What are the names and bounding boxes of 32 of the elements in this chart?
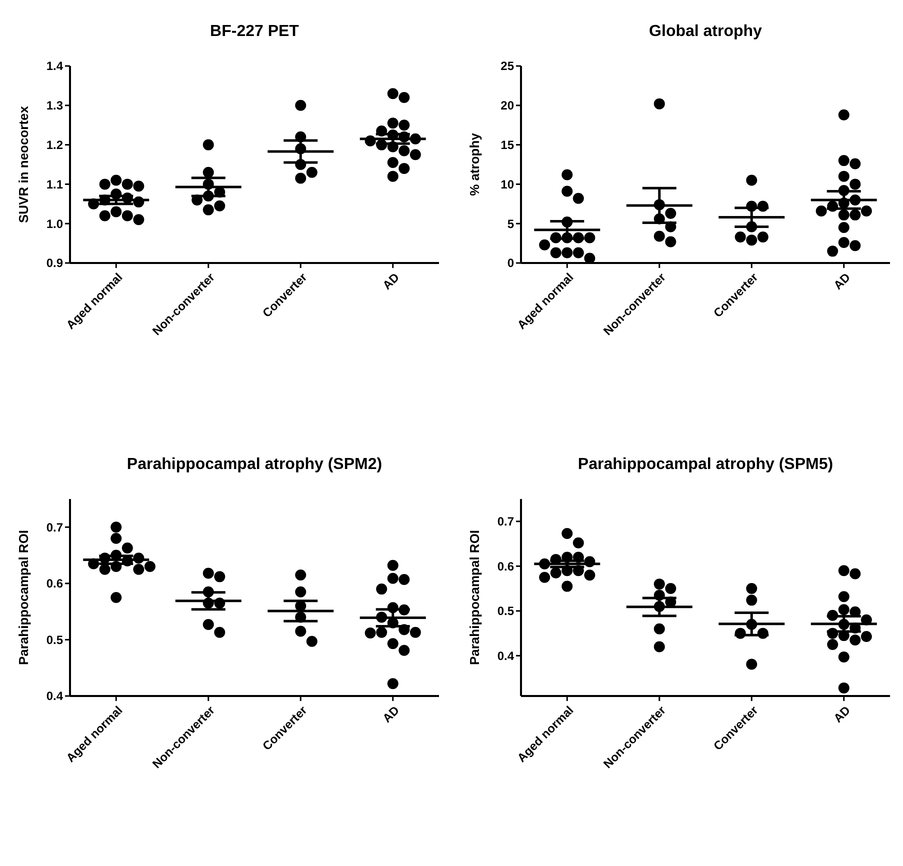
y-axis-title: % atrophy [467,132,482,196]
y-tick-label: 1.3 [46,98,64,113]
chart-title: BF-227 PET [210,23,300,40]
y-tick-label: 0.7 [497,514,514,529]
x-tick-label: AD [380,702,402,726]
y-tick-label: 15 [500,138,514,152]
chart-title: Parahippocampal atrophy (SPM5) [578,456,834,473]
chart-title: Parahippocampal atrophy (SPM2) [126,456,382,473]
y-tick-label: 1.0 [46,216,64,231]
y-tick-label: 1.1 [46,177,64,192]
y-tick-label: 0.6 [497,559,514,574]
y-axis-title: Parahippocampal ROI [16,530,31,666]
y-tick-label: 1.4 [46,59,64,74]
x-tick-label: AD [830,270,854,292]
chart-title: Global atrophy [649,23,762,40]
x-tick-label: AD [830,702,854,726]
y-tick-label: 0.9 [46,256,64,270]
x-tick-label: AD [380,270,402,292]
y-tick-label: 0.4 [497,648,514,663]
y-axis-title: SUVR in neocortex [16,105,31,224]
y-tick-label: 25 [500,59,514,74]
y-tick-label: 0.5 [497,604,514,618]
y-tick-label: 10 [500,177,514,192]
y-tick-label: 0.7 [46,520,64,534]
y-tick-label: 5 [507,216,514,231]
y-tick-label: 0.4 [46,689,64,704]
y-axis-title: Parahippocampal ROI [467,530,482,666]
y-tick-label: 20 [500,98,514,113]
y-tick-label: 0 [507,256,514,270]
y-tick-label: 1.2 [46,138,64,152]
y-tick-label: 0.5 [46,632,64,647]
y-tick-label: 0.6 [46,576,64,591]
